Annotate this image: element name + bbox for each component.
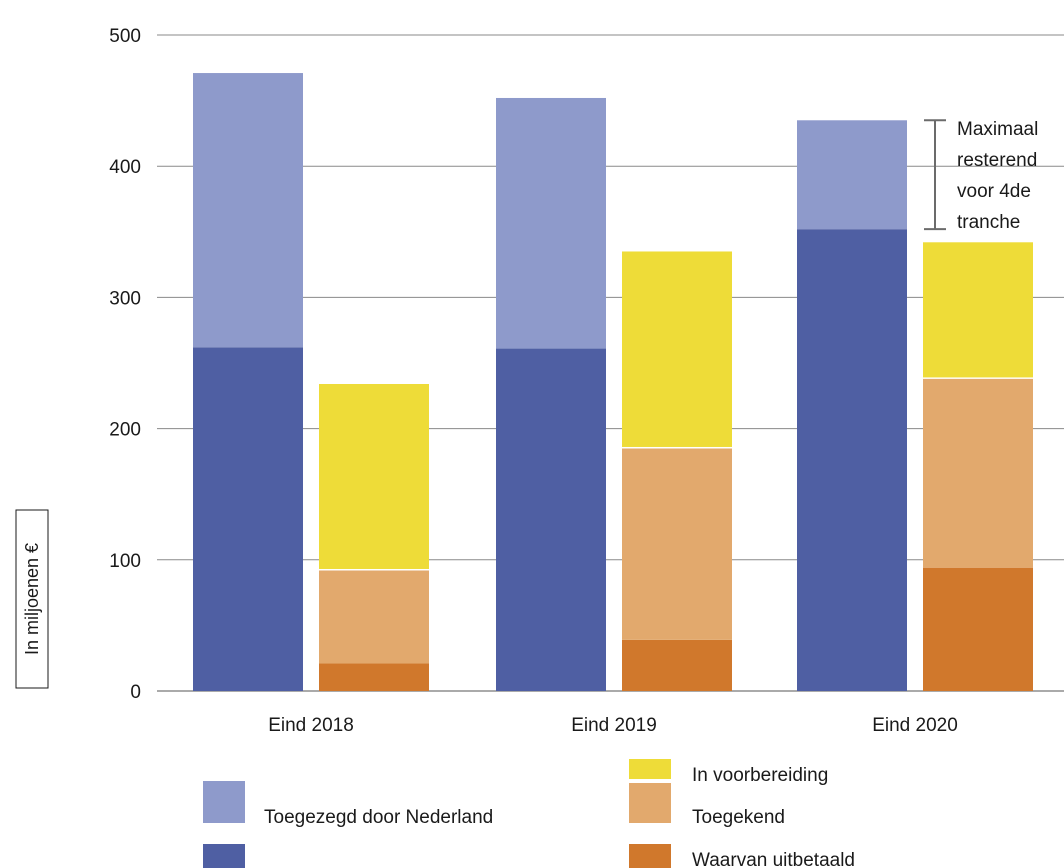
bar-toegezegd-door-nederland-eind-2020 [797, 120, 907, 230]
y-tick-label: 400 [109, 157, 141, 178]
bar-toegekend-eind-2020 [923, 377, 1033, 568]
annotation-text-line: tranche [957, 212, 1020, 233]
y-axis-label-group: In miljoenen € [15, 509, 49, 689]
annotation-text-line: voor 4de [957, 181, 1031, 202]
bar-waarvan-gestort-in-trustfonds-eind-2020 [797, 229, 907, 691]
bar-in-voorbereiding-eind-2020 [923, 242, 1033, 378]
x-category-label: Eind 2020 [872, 715, 958, 736]
legend-swatch-waarvan-uitbetaald [629, 844, 671, 868]
bar-waarvan-uitbetaald-eind-2019 [622, 639, 732, 691]
y-tick-label: 500 [109, 26, 141, 47]
y-axis-ticks: 0 100 200 300 400 500 [109, 26, 141, 703]
bars [193, 73, 1033, 691]
annotation-text-line: Maximaal [957, 119, 1038, 140]
bar-toegekend-eind-2018 [319, 568, 429, 664]
y-axis-label-box [15, 509, 49, 689]
x-category-label: Eind 2019 [571, 715, 657, 736]
legend-label: Toegekend [692, 807, 785, 828]
bar-waarvan-gestort-in-trustfonds-eind-2018 [193, 347, 303, 691]
legend-label: Waarvan uitbetaald [692, 850, 855, 868]
x-category-label: Eind 2018 [268, 715, 354, 736]
x-axis-categories: Eind 2018 Eind 2019 Eind 2020 [268, 715, 958, 736]
y-tick-label: 200 [109, 420, 141, 441]
bar-in-voorbereiding-eind-2018 [319, 383, 429, 569]
bar-toegezegd-door-nederland-eind-2018 [193, 73, 303, 348]
bar-waarvan-uitbetaald-eind-2020 [923, 567, 1033, 691]
y-axis-label: In miljoenen € [22, 543, 42, 655]
legend-swatch-toegezegd-door-nederland [203, 781, 245, 823]
y-tick-label: 300 [109, 288, 141, 309]
annotation-text-line: resterend [957, 150, 1037, 171]
gridlines [157, 34, 1064, 692]
bar-toegekend-eind-2019 [622, 446, 732, 640]
bar-toegezegd-door-nederland-eind-2019 [496, 97, 606, 349]
legend-swatch-waarvan-gestort-in-trustfonds [203, 844, 245, 868]
bar-waarvan-uitbetaald-eind-2018 [319, 663, 429, 691]
legend-label: In voorbereiding [692, 765, 828, 786]
legend-label: Toegezegd door Nederland [264, 807, 493, 828]
annotation: Maximaal resterend voor 4de tranche [924, 119, 1038, 233]
legend-swatch-in-voorbereiding [629, 759, 671, 779]
legend: Toegezegd door NederlandWaarvan gestort … [203, 759, 855, 868]
legend-swatch-toegekend [629, 783, 671, 823]
y-tick-label: 0 [130, 682, 141, 703]
bar-waarvan-gestort-in-trustfonds-eind-2019 [496, 348, 606, 691]
bar-in-voorbereiding-eind-2019 [622, 251, 732, 447]
y-tick-label: 100 [109, 551, 141, 572]
